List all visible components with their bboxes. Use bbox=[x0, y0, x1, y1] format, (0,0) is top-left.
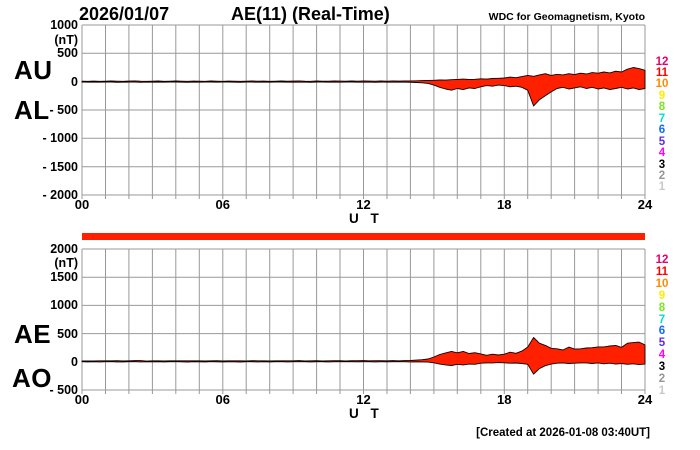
panel-2-station-count: 7 bbox=[658, 313, 666, 326]
panel-2-xtick-label: 18 bbox=[497, 392, 512, 407]
plot-source: WDC for Geomagnetism, Kyoto bbox=[488, 11, 645, 23]
panel-1-xtick-label: 00 bbox=[74, 197, 90, 212]
panel-2-station-count: 5 bbox=[658, 337, 666, 350]
panel-2-station-count: 1 bbox=[658, 384, 666, 397]
data-availability-bar bbox=[82, 233, 645, 240]
panel-1-xaxis-title: U T bbox=[349, 211, 383, 226]
panel-1-ytick-label: 500 bbox=[57, 46, 78, 61]
panel-1-ytick-label: - 1500 bbox=[42, 159, 78, 174]
index-label-ao: AO bbox=[12, 363, 52, 393]
panel-2-station-count: 12 bbox=[655, 254, 669, 266]
panel-2-station-count: 4 bbox=[658, 349, 666, 362]
au-al-trace bbox=[81, 67, 646, 107]
panel-2-ytick-label: 2000 bbox=[50, 242, 78, 256]
panel-2-ytick-label: - 500 bbox=[49, 383, 79, 397]
panel-1-station-count: 8 bbox=[658, 101, 666, 114]
panel-1-station-count: 9 bbox=[658, 89, 666, 102]
index-label-al: AL bbox=[14, 95, 50, 125]
panel-2-grid bbox=[81, 248, 646, 394]
panel-1-station-count: 4 bbox=[658, 147, 666, 160]
panel-2-ytick-label: 1500 bbox=[50, 270, 78, 285]
panel-1-xtick-label: 24 bbox=[637, 197, 653, 212]
panel-2-unit-label: (nT) bbox=[54, 256, 78, 270]
panel-1-station-count: 1 bbox=[658, 181, 666, 194]
panel-2-xtick-label: 06 bbox=[215, 392, 230, 407]
panel-2-station-count: 6 bbox=[658, 325, 666, 338]
panel-2-ytick-label: 1000 bbox=[50, 298, 78, 313]
panel-1-station-count: 12 bbox=[655, 55, 669, 68]
index-label-au: AU bbox=[14, 55, 53, 85]
panel-1-xtick-label: 06 bbox=[215, 197, 230, 212]
panel-1-station-count: 2 bbox=[658, 170, 666, 182]
panel-2-station-count: 2 bbox=[658, 373, 666, 385]
panel-2-xtick-label: 00 bbox=[74, 392, 90, 407]
panel-1-station-count: 3 bbox=[658, 158, 666, 171]
panel-2-ytick-label: 0 bbox=[71, 354, 78, 369]
panel-1-ytick-label: - 1000 bbox=[42, 131, 78, 146]
panel-1-station-count: 6 bbox=[658, 124, 666, 137]
index-label-ae: AE bbox=[14, 319, 52, 349]
panel-1-xtick-label: 12 bbox=[356, 197, 371, 212]
panel-1-station-count: 10 bbox=[655, 78, 669, 91]
panel-1-ytick-label: - 500 bbox=[49, 103, 79, 117]
plot-date: 2026/01/07 bbox=[79, 4, 170, 24]
panel-1-ytick-label: - 2000 bbox=[42, 188, 78, 202]
panel-1-station-count: 5 bbox=[658, 135, 666, 148]
panel-1-ytick-label: 1000 bbox=[50, 18, 78, 32]
panel-2-station-count: 8 bbox=[658, 301, 666, 314]
panel-2-station-count: 3 bbox=[658, 361, 666, 374]
panel-1-ytick-label: 0 bbox=[71, 74, 78, 89]
panel-2-xtick-label: 24 bbox=[637, 392, 653, 407]
panel-2-xtick-label: 12 bbox=[356, 392, 371, 407]
panel-2-station-count: 9 bbox=[658, 289, 666, 302]
panel-2-xaxis-title: U T bbox=[349, 406, 383, 421]
created-timestamp: [Created at 2026-01-08 03:40UT] bbox=[476, 427, 650, 439]
panel-1-grid bbox=[81, 24, 646, 199]
panel-1-xtick-label: 18 bbox=[497, 197, 512, 212]
panel-1-station-count: 7 bbox=[658, 112, 666, 125]
panel-1-station-count: 11 bbox=[655, 66, 669, 79]
ae-ao-trace bbox=[81, 337, 646, 375]
panel-1-unit-label: (nT) bbox=[54, 33, 78, 47]
panel-2-ytick-label: 500 bbox=[57, 326, 78, 341]
plot-title: AE(11) (Real-Time) bbox=[231, 4, 390, 24]
panel-2-station-count: 10 bbox=[655, 277, 669, 290]
panel-2-station-count: 11 bbox=[655, 265, 669, 278]
